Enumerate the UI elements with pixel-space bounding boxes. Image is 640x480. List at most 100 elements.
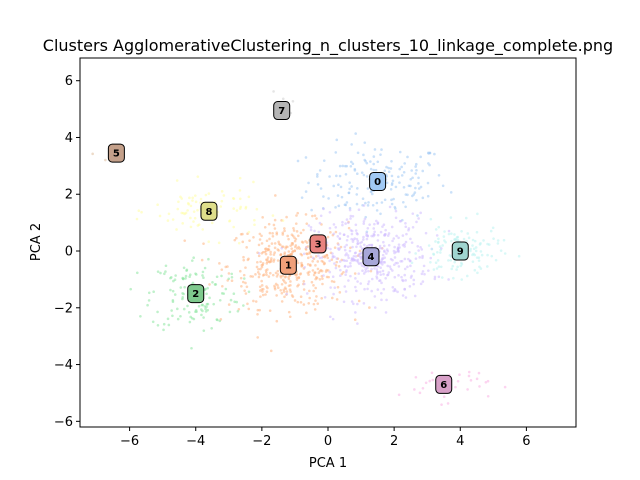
data-point	[378, 279, 382, 282]
data-point	[460, 278, 464, 281]
data-point	[404, 193, 408, 196]
data-point	[348, 187, 351, 191]
data-point	[417, 217, 420, 220]
data-point	[329, 247, 332, 251]
data-point	[191, 199, 194, 202]
data-point	[344, 273, 347, 277]
data-point	[409, 177, 413, 181]
data-point	[304, 156, 308, 159]
data-point	[471, 238, 475, 242]
data-point	[340, 195, 344, 199]
data-point	[182, 266, 186, 270]
centroid-marker: 8	[200, 201, 218, 221]
data-point	[456, 379, 460, 383]
data-point	[305, 241, 309, 244]
data-point	[396, 261, 399, 265]
data-point	[214, 283, 218, 286]
data-point	[190, 346, 193, 350]
data-point	[275, 319, 279, 323]
data-point	[435, 234, 439, 237]
data-point	[447, 229, 451, 233]
data-point	[285, 290, 289, 293]
data-point	[390, 198, 393, 202]
data-point	[227, 272, 231, 275]
data-point	[361, 197, 365, 201]
data-point	[270, 257, 273, 260]
data-point	[196, 224, 200, 227]
data-point	[336, 235, 340, 238]
data-point	[184, 277, 187, 280]
data-point	[397, 265, 401, 268]
data-point	[266, 286, 269, 290]
data-point	[337, 204, 341, 208]
data-point	[400, 275, 403, 279]
data-point	[179, 195, 182, 199]
data-point	[224, 287, 228, 291]
data-point	[265, 290, 269, 294]
centroid-box	[187, 284, 205, 304]
data-point	[184, 274, 188, 278]
data-point	[499, 249, 503, 252]
data-point	[306, 256, 310, 260]
data-point	[436, 250, 439, 254]
data-point	[258, 272, 261, 276]
data-point	[322, 159, 326, 162]
data-point	[414, 186, 417, 190]
data-point	[503, 252, 507, 255]
data-point	[220, 274, 223, 278]
data-point	[219, 205, 223, 208]
data-point	[380, 281, 383, 285]
data-point	[348, 181, 351, 184]
data-point	[260, 284, 264, 287]
data-point	[362, 235, 365, 239]
data-point	[244, 205, 248, 209]
data-point	[228, 310, 232, 314]
data-point	[260, 263, 264, 267]
data-point	[451, 264, 455, 268]
data-point	[156, 324, 160, 327]
data-point	[265, 273, 268, 277]
data-point	[320, 269, 324, 273]
data-point	[339, 185, 343, 189]
centroid-marker: 1	[279, 255, 297, 275]
data-point	[419, 245, 422, 249]
data-point	[272, 258, 276, 261]
data-point	[404, 279, 407, 282]
data-point	[345, 201, 349, 204]
data-point	[360, 251, 363, 255]
centroid-marker: 7	[273, 101, 291, 121]
data-point	[427, 162, 430, 165]
centroid-label: 6	[440, 380, 447, 391]
data-point	[346, 254, 350, 257]
data-point	[258, 238, 262, 241]
data-point	[367, 201, 370, 204]
data-point	[300, 196, 304, 199]
data-point	[258, 285, 262, 289]
data-point	[369, 269, 373, 273]
data-point	[380, 298, 383, 302]
data-point	[364, 270, 367, 273]
data-point	[310, 280, 314, 284]
data-point	[430, 247, 434, 251]
data-point	[406, 265, 409, 269]
data-point	[474, 246, 478, 249]
data-point	[239, 233, 243, 236]
data-point	[398, 150, 402, 154]
data-point	[416, 244, 420, 248]
data-point	[450, 239, 453, 243]
data-point	[478, 265, 481, 269]
y-tick-label: 4	[65, 131, 73, 146]
data-point	[465, 274, 469, 278]
data-point	[238, 207, 242, 210]
data-point	[265, 239, 269, 243]
data-point	[362, 265, 366, 268]
data-point	[258, 308, 261, 312]
data-point	[372, 168, 376, 172]
data-point	[256, 336, 259, 339]
data-point	[171, 314, 174, 318]
data-point	[296, 159, 300, 163]
data-point	[375, 277, 379, 280]
data-point	[164, 270, 167, 273]
data-point	[297, 234, 300, 238]
